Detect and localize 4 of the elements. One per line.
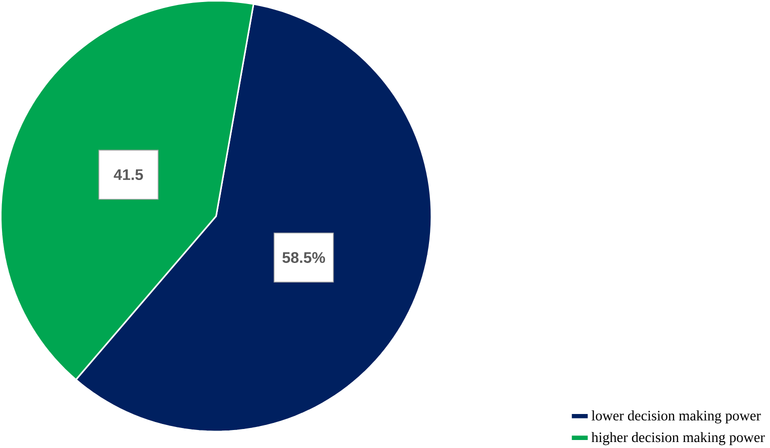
legend-label: higher decision making power [591, 432, 765, 446]
data-label: 41.5 [114, 170, 143, 180]
legend-label: lower decision making power [592, 410, 761, 424]
data-label: 58.5% [282, 252, 326, 264]
